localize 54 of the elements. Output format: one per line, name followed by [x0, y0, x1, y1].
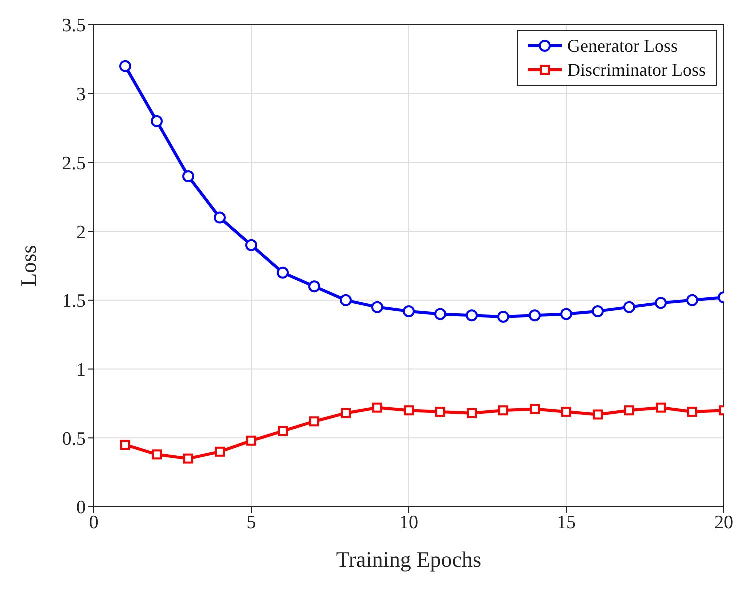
x-tick-label: 5	[246, 512, 256, 534]
point	[624, 301, 636, 314]
point	[624, 406, 634, 416]
point	[215, 446, 225, 457]
x-axis-title: Training Epochs	[336, 547, 482, 572]
point	[498, 310, 510, 323]
point	[593, 410, 603, 420]
point	[434, 308, 446, 320]
point	[372, 402, 382, 413]
y-tick-label: 3	[76, 84, 86, 106]
legend-label: Discriminator Loss	[568, 59, 706, 82]
y-tick-label: 2	[76, 222, 86, 244]
point	[308, 280, 320, 293]
point	[467, 408, 477, 418]
legend-label: Generator Loss	[568, 35, 678, 58]
y-axis-title: Loss	[16, 245, 41, 287]
point	[277, 266, 289, 279]
point	[686, 294, 698, 306]
point	[530, 404, 540, 414]
point	[120, 60, 132, 72]
x-tick-label: 10	[400, 512, 418, 534]
point	[592, 305, 604, 318]
y-tick-label: 1	[76, 360, 86, 382]
point	[529, 310, 541, 322]
point	[562, 406, 572, 417]
point	[403, 305, 415, 318]
y-tick-label: 0.5	[62, 428, 86, 450]
point	[655, 297, 667, 310]
point	[466, 310, 478, 322]
y-tick-label: 2.5	[62, 153, 86, 174]
point	[182, 170, 194, 182]
point	[310, 416, 320, 427]
point	[246, 239, 258, 252]
point	[560, 308, 572, 320]
point	[656, 402, 666, 413]
y-tick-label: 0	[76, 498, 86, 519]
point	[340, 294, 352, 306]
point	[152, 450, 162, 460]
point	[246, 436, 256, 446]
y-tick-label: 1.5	[62, 291, 86, 312]
point	[184, 454, 194, 464]
point	[498, 406, 508, 416]
point	[404, 406, 414, 416]
point	[151, 115, 163, 128]
point	[436, 406, 446, 417]
y-tick-label: 3.5	[62, 16, 86, 37]
point	[120, 440, 130, 450]
x-tick-label: 20	[714, 512, 734, 534]
point	[341, 408, 351, 418]
point	[688, 406, 698, 417]
x-tick-label: 15	[557, 512, 576, 534]
point	[278, 426, 288, 436]
point	[372, 301, 384, 314]
point	[214, 212, 226, 224]
